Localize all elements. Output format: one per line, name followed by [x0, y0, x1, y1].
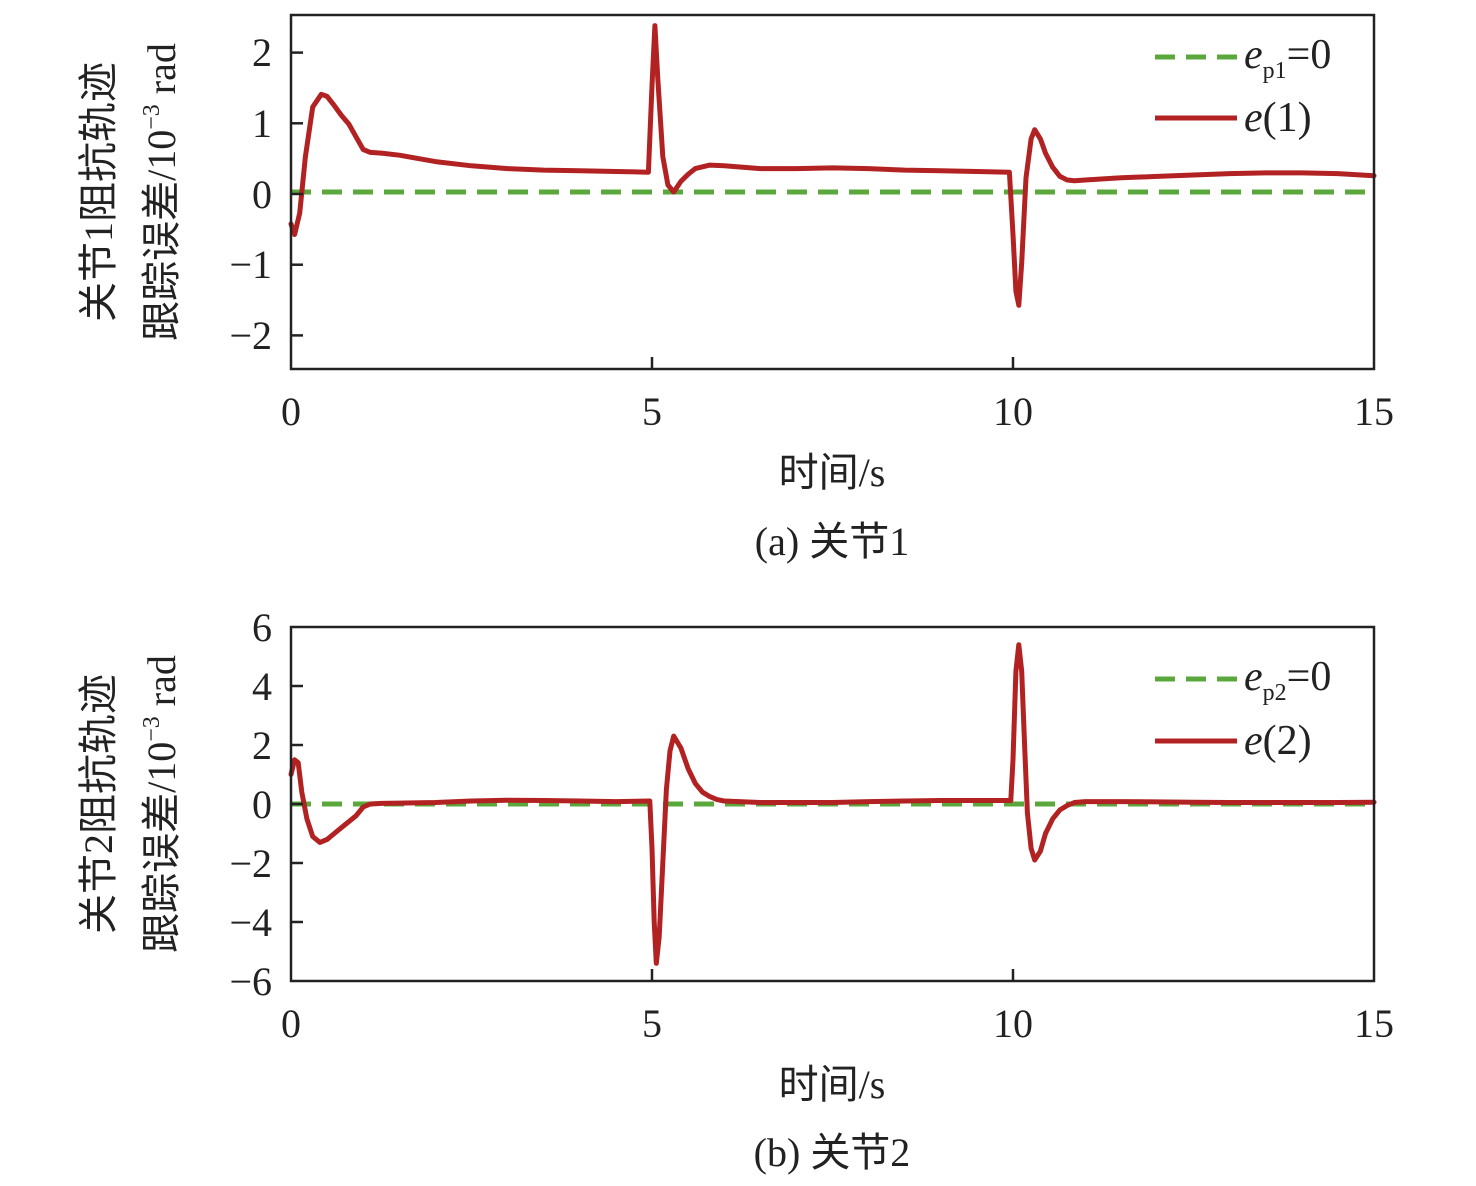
y-tick-label: −6: [229, 959, 272, 1004]
y-tick-label: 6: [252, 605, 272, 650]
legend-ref-base: e: [1244, 654, 1263, 700]
x-tick-label: 0: [281, 1001, 301, 1046]
legend-err-suffix: (1): [1263, 95, 1312, 141]
x-tick-label: 5: [642, 389, 662, 434]
y-axis-label-prefix: 跟踪误差/10: [139, 130, 184, 341]
y-tick-label: 4: [252, 664, 272, 709]
y-axis-label-unit: rad: [139, 655, 184, 716]
chart-joint2: 6 4 2 0 −2 −4 −6 0 5 10 15 时间/s (b) 关节2 …: [76, 605, 1394, 1175]
legend-err-base: e: [1244, 718, 1263, 764]
error-line-series: [288, 23, 1377, 308]
x-ticks-joint2: [650, 969, 1015, 981]
y-tick-label: 2: [252, 723, 272, 768]
y-tick-label: −2: [229, 841, 272, 886]
x-axis-label-joint2: 时间/s: [779, 1062, 886, 1107]
legend-err-suffix: (2): [1263, 718, 1312, 764]
legend-joint2: ep2=0 e(2): [1155, 654, 1331, 764]
y-axis-label-line2-group: 跟踪误差/10−3 rad: [139, 655, 184, 953]
caption-joint2: (b) 关节2: [754, 1130, 911, 1175]
x-tick-label: 15: [1354, 389, 1394, 434]
legend-joint1: ep1=0 e(1): [1155, 32, 1331, 141]
legend-ref-suffix: =0: [1287, 654, 1332, 700]
y-axis-label-line2-group: 跟踪误差/10−3 rad: [139, 43, 184, 341]
y-tick-label: 0: [252, 172, 272, 217]
plot-area-joint2: [288, 642, 1377, 966]
y-tick-label: −1: [229, 242, 272, 287]
y-axis-label-line1: 关节2阻抗轨迹: [76, 674, 121, 934]
y-axis-label-prefix: 跟踪误差/10: [139, 742, 184, 953]
y-tick-label: −2: [229, 313, 272, 358]
legend-ref-label: ep2=0: [1244, 654, 1331, 706]
y-axis-label-unit: rad: [139, 43, 184, 104]
y-tick-label: 2: [252, 30, 272, 75]
y-axis-label-line2: 跟踪误差/10−3 rad: [139, 43, 184, 341]
y-ticks-joint2: [291, 684, 303, 924]
legend-ref-suffix: =0: [1287, 32, 1332, 78]
y-axis-label-joint2: 关节2阻抗轨迹: [76, 674, 121, 934]
y-axis-label-line1: 关节1阻抗轨迹: [76, 62, 121, 322]
y-tick-label: 0: [252, 782, 272, 827]
y-axis-label-exponent: −3: [139, 104, 165, 130]
y-axis-label-line2: 跟踪误差/10−3 rad: [139, 655, 184, 953]
y-ticks-joint1: [291, 51, 303, 337]
y-tick-label: −4: [229, 900, 272, 945]
x-tick-label: 0: [281, 389, 301, 434]
x-tick-label: 10: [993, 389, 1033, 434]
legend-err-base: e: [1244, 95, 1263, 141]
chart-joint1: 2 1 0 −1 −2 0 5 10 15 时间/s (a) 关节1 关节1阻抗…: [76, 13, 1394, 564]
legend-ref-sub: p2: [1263, 680, 1287, 706]
x-tick-label: 10: [993, 1001, 1033, 1046]
legend-ref-base: e: [1244, 32, 1263, 78]
x-tick-label: 5: [642, 1001, 662, 1046]
y-tick-label: 1: [252, 101, 272, 146]
plot-area-joint1: [288, 23, 1377, 308]
caption-joint1: (a) 关节1: [755, 519, 909, 564]
x-axis-label-joint1: 时间/s: [779, 450, 886, 495]
y-axis-label-joint1: 关节1阻抗轨迹: [76, 62, 121, 322]
y-axis-label-exponent: −3: [139, 716, 165, 742]
error-line-series: [288, 642, 1377, 966]
x-ticks-joint1: [650, 357, 1015, 369]
x-tick-label: 15: [1354, 1001, 1394, 1046]
legend-ref-label: ep1=0: [1244, 32, 1331, 84]
plot-frame-joint1: [289, 13, 1376, 371]
legend-err-label: e(2): [1244, 718, 1312, 764]
legend-err-label: e(1): [1244, 95, 1312, 141]
legend-ref-sub: p1: [1263, 58, 1287, 84]
